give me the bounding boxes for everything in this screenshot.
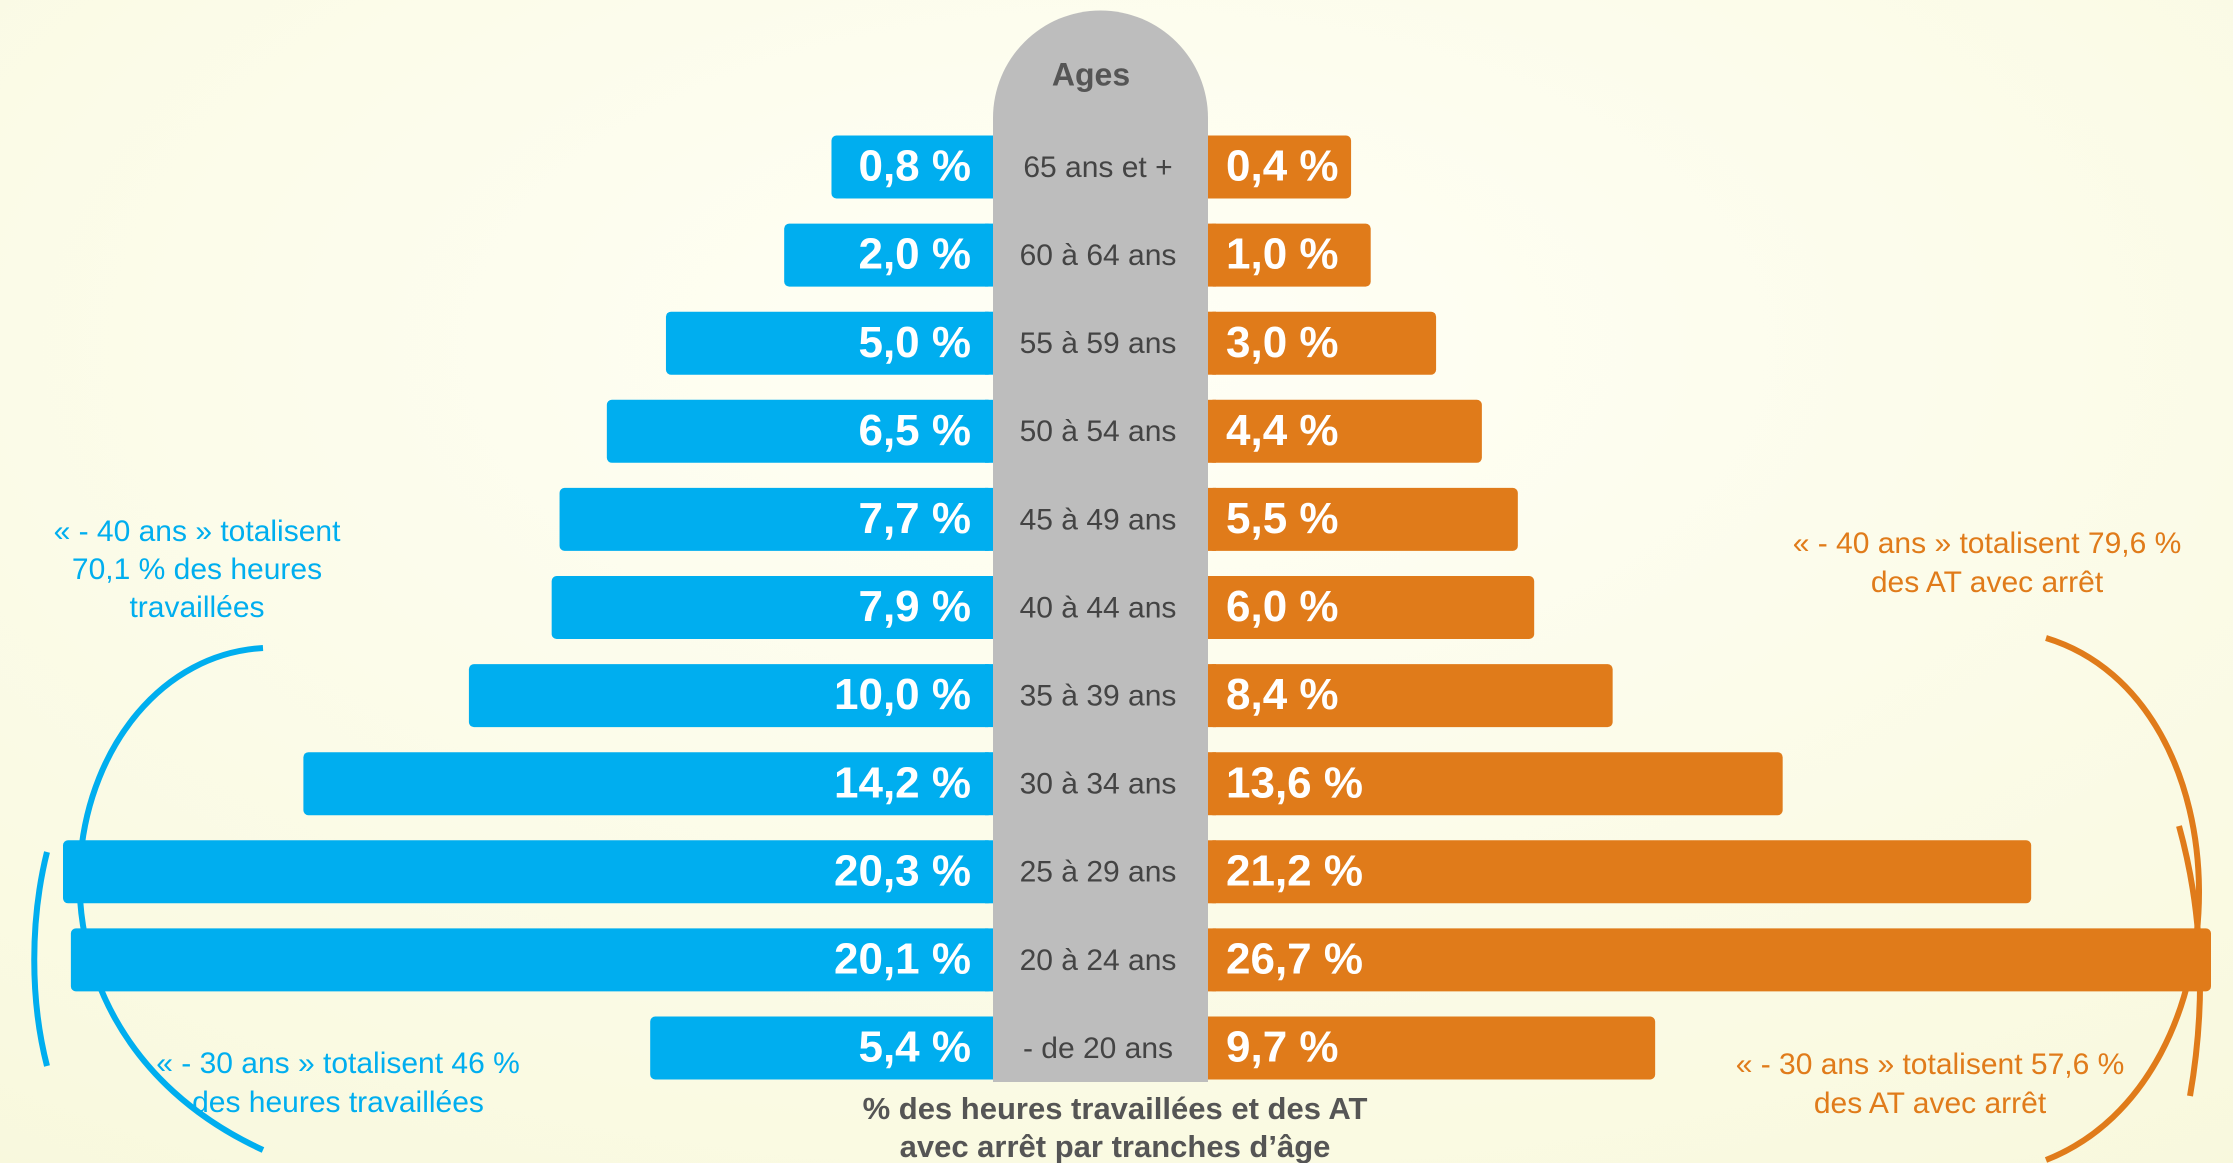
value-label: 7,7 % (858, 494, 971, 543)
category-label: 25 à 29 ans (1020, 856, 1177, 889)
annotation: « - 40 ans » totalisent (54, 515, 342, 548)
bar (1208, 311, 1437, 375)
bar-joint (985, 576, 993, 639)
bar-joint (1208, 1016, 1216, 1080)
bar-joint (1208, 928, 1216, 992)
bar-joint (985, 487, 993, 551)
value-label: 5,0 % (858, 318, 971, 367)
category-label: 30 à 34 ans (1020, 768, 1177, 801)
bar (831, 135, 993, 199)
value-label: 6,0 % (1226, 582, 1339, 631)
category-label: - de 20 ans (1023, 1032, 1173, 1065)
bar (606, 399, 993, 463)
category-label: 45 à 49 ans (1020, 503, 1177, 536)
bar-joint (985, 399, 993, 463)
bar-joint (1208, 752, 1216, 816)
value-label: 9,7 % (1226, 1023, 1339, 1072)
bar-joint (1208, 576, 1216, 639)
age-column (993, 10, 1208, 1082)
value-label: 3,0 % (1226, 318, 1339, 367)
annotation: « - 30 ans » totalisent 46 % (156, 1047, 520, 1080)
annotation: travaillées (129, 591, 264, 624)
value-label: 1,0 % (1226, 230, 1339, 279)
value-label: 0,8 % (858, 142, 971, 191)
title-line: avec arrêt par tranches d’âge (900, 1129, 1331, 1163)
bar (1208, 135, 1352, 199)
bar (551, 576, 993, 639)
value-label: 26,7 % (1226, 935, 1363, 984)
bar (63, 840, 993, 904)
bar (70, 928, 993, 992)
bar-joint (1208, 135, 1216, 199)
value-label: 20,1 % (834, 935, 971, 984)
bar-joint (985, 664, 993, 728)
bar-joint (985, 1016, 993, 1080)
category-label: 20 à 24 ans (1020, 944, 1177, 977)
bar-joint (985, 135, 993, 199)
value-label: 14,2 % (834, 758, 971, 807)
value-label: 21,2 % (1226, 846, 1363, 895)
value-label: 6,5 % (858, 406, 971, 455)
bracket (2044, 635, 2202, 1163)
category-label: 50 à 54 ans (1020, 415, 1177, 448)
bar (468, 664, 993, 728)
bar-joint (1208, 223, 1216, 287)
title-line: % des heures travaillées et des AT (863, 1091, 1368, 1126)
bar (1208, 664, 1613, 728)
bar-joint (985, 223, 993, 287)
bar (650, 1016, 993, 1080)
bar (1208, 752, 1783, 816)
category-label: 40 à 44 ans (1020, 591, 1177, 624)
bar (1208, 487, 1518, 551)
bar-joint (985, 752, 993, 816)
bar (1208, 399, 1482, 463)
category-label: 55 à 59 ans (1020, 327, 1177, 360)
annotation: des AT avec arrêt (1871, 566, 2104, 599)
bar-joint (1208, 664, 1216, 728)
value-label: 7,9 % (858, 582, 971, 631)
category-label: 65 ans et + (1023, 151, 1172, 184)
category-label: 35 à 39 ans (1020, 680, 1177, 713)
bar-joint (1208, 840, 1216, 904)
bar-joint (985, 928, 993, 992)
annotation: « - 40 ans » totalisent 79,6 % (1793, 527, 2182, 560)
annotation: « - 30 ans » totalisent 57,6 % (1736, 1048, 2125, 1081)
bar (1208, 840, 2032, 904)
value-label: 2,0 % (858, 230, 971, 279)
value-label: 20,3 % (834, 846, 971, 895)
bar (784, 223, 993, 287)
bracket (31, 851, 50, 1067)
annotation: des AT avec arrêt (1814, 1087, 2047, 1120)
bar (559, 487, 993, 551)
bar (1208, 928, 2211, 992)
value-label: 4,4 % (1226, 406, 1339, 455)
category-header: Ages (1052, 56, 1130, 92)
value-label: 5,4 % (858, 1023, 971, 1072)
chart-title: % des heures travaillées et des AT avec a… (863, 1091, 1368, 1163)
bar-joint (1208, 311, 1216, 375)
bar-joint (1208, 399, 1216, 463)
bar (665, 311, 993, 375)
value-label: 8,4 % (1226, 670, 1339, 719)
value-label: 10,0 % (834, 670, 971, 719)
annotation: des heures travaillées (192, 1086, 484, 1119)
bar-joint (985, 840, 993, 904)
value-label: 0,4 % (1226, 142, 1339, 191)
bar (1208, 576, 1535, 639)
bar (1208, 223, 1371, 287)
bar (303, 752, 994, 816)
bar-joint (1208, 487, 1216, 551)
annotation: 70,1 % des heures (72, 553, 322, 586)
bar (1208, 1016, 1656, 1080)
bar-joint (985, 311, 993, 375)
category-label: 60 à 64 ans (1020, 239, 1177, 272)
value-label: 13,6 % (1226, 758, 1363, 807)
value-label: 5,5 % (1226, 494, 1339, 543)
